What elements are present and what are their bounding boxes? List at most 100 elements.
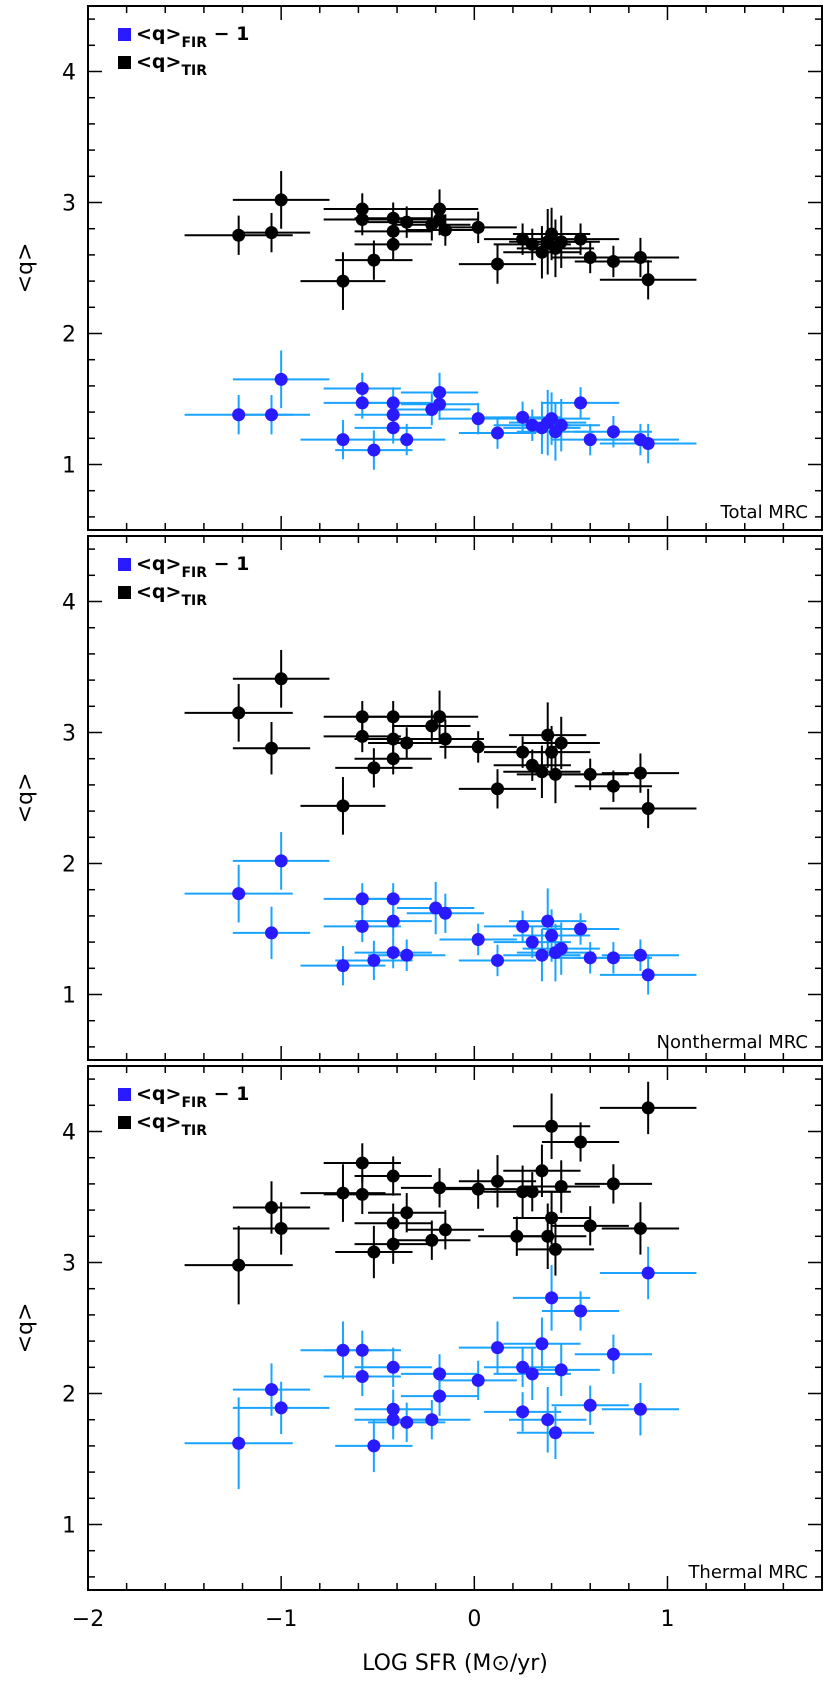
data-point xyxy=(535,948,549,962)
data-point xyxy=(400,948,414,962)
data-point xyxy=(355,1187,369,1201)
y-axis-title: <q> xyxy=(13,243,38,294)
data-point xyxy=(471,1373,485,1387)
data-point xyxy=(355,202,369,216)
data-point xyxy=(525,1367,539,1381)
data-point xyxy=(545,1211,559,1225)
data-point xyxy=(606,779,620,793)
data-point xyxy=(574,232,588,246)
data-point xyxy=(438,1223,452,1237)
data-point xyxy=(400,736,414,750)
data-point xyxy=(232,1436,246,1450)
legend: <q>FIR − 1<q>TIR xyxy=(118,1083,249,1139)
data-point xyxy=(386,211,400,225)
data-point xyxy=(541,1413,555,1427)
legend: <q>FIR − 1<q>TIR xyxy=(118,553,249,609)
data-point xyxy=(574,1304,588,1318)
data-point xyxy=(471,932,485,946)
y-tick-label: 3 xyxy=(62,192,76,217)
legend-marker xyxy=(118,1116,131,1129)
data-point xyxy=(606,254,620,268)
data-point xyxy=(386,710,400,724)
data-point xyxy=(535,1164,549,1178)
data-point xyxy=(490,257,504,271)
data-point xyxy=(386,1216,400,1230)
data-point xyxy=(633,1221,647,1235)
panel-label: Total MRC xyxy=(720,502,808,523)
data-point xyxy=(583,1398,597,1412)
data-point xyxy=(574,1135,588,1149)
data-point xyxy=(232,706,246,720)
plot-frame xyxy=(87,5,823,531)
data-point xyxy=(433,710,447,724)
y-tick-label: 4 xyxy=(62,1121,76,1146)
data-point xyxy=(633,251,647,265)
data-point xyxy=(386,1237,400,1251)
data-point xyxy=(535,245,549,259)
data-point xyxy=(274,193,288,207)
data-point xyxy=(400,215,414,229)
legend-entry: <q>FIR − 1 xyxy=(136,23,249,51)
data-point xyxy=(471,1182,485,1196)
data-point xyxy=(490,953,504,967)
legend: <q>FIR − 1<q>TIR xyxy=(118,23,249,79)
data-point xyxy=(355,396,369,410)
data-point xyxy=(535,1337,549,1351)
y-axis-title: <q> xyxy=(13,773,38,824)
data-point xyxy=(554,1363,568,1377)
data-point xyxy=(490,782,504,796)
data-point xyxy=(641,1101,655,1115)
data-point xyxy=(336,1186,350,1200)
data-point xyxy=(516,232,530,246)
data-point xyxy=(433,397,447,411)
data-point xyxy=(606,951,620,965)
data-point xyxy=(429,901,443,915)
x-tick-label: −1 xyxy=(265,1607,297,1632)
data-point xyxy=(336,799,350,813)
data-point xyxy=(232,228,246,242)
data-point xyxy=(336,433,350,447)
data-point xyxy=(516,1185,530,1199)
y-tick-label: 2 xyxy=(62,853,76,878)
data-point xyxy=(606,425,620,439)
data-point xyxy=(367,443,381,457)
data-point xyxy=(583,251,597,265)
data-point xyxy=(336,274,350,288)
data-point xyxy=(545,1291,559,1305)
data-point xyxy=(516,1405,530,1419)
data-point xyxy=(641,801,655,815)
data-point xyxy=(265,408,278,422)
data-point xyxy=(355,1343,369,1357)
data-point xyxy=(274,1221,288,1235)
data-point xyxy=(386,396,400,410)
data-point xyxy=(386,1360,400,1374)
data-point xyxy=(583,951,597,965)
data-point xyxy=(367,761,381,775)
data-point xyxy=(525,1185,539,1199)
data-point xyxy=(516,410,530,424)
data-point xyxy=(386,224,400,238)
data-point xyxy=(336,959,350,973)
data-point xyxy=(641,437,655,451)
series-tir xyxy=(184,1081,697,1305)
data-point xyxy=(548,1426,562,1440)
y-tick-label: 4 xyxy=(62,61,76,86)
data-point xyxy=(265,1383,278,1397)
data-point xyxy=(535,765,549,779)
data-point xyxy=(355,892,369,906)
data-point xyxy=(541,728,555,742)
data-point xyxy=(541,1229,555,1243)
data-point xyxy=(425,719,439,733)
legend-entry: <q>TIR xyxy=(136,51,207,79)
data-point xyxy=(386,1413,400,1427)
data-point xyxy=(265,226,278,240)
data-point xyxy=(516,1360,530,1374)
data-point xyxy=(367,253,381,267)
series-fir xyxy=(184,1246,697,1490)
data-point xyxy=(336,1343,350,1357)
legend-marker xyxy=(118,56,131,69)
y-tick-label: 2 xyxy=(62,323,76,348)
data-point xyxy=(433,1181,447,1195)
data-point xyxy=(265,926,278,940)
